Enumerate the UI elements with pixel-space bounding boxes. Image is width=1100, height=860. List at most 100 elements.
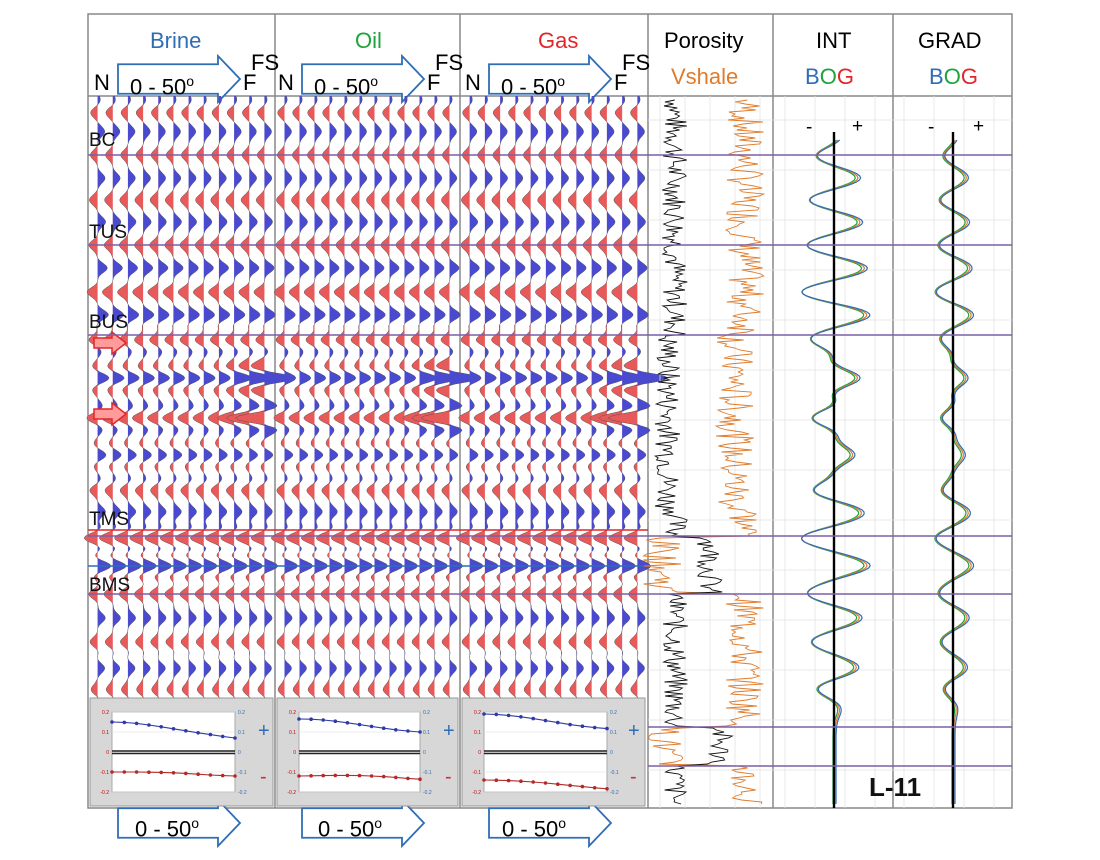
int-plus: + [852, 116, 864, 137]
trace-negative-fill [346, 96, 360, 698]
mini-chart-point [556, 782, 560, 786]
trace-negative-fill [316, 96, 330, 698]
trace-wiggle [216, 95, 253, 699]
trace-wiggle [420, 95, 481, 699]
int-g: G [836, 64, 854, 89]
trace-wiggle [300, 95, 329, 699]
trace-wiggle [345, 95, 374, 699]
trace-positive-fill [449, 96, 480, 698]
horizon-label-bc: BC [89, 130, 116, 151]
trace-wiggle [607, 95, 669, 699]
trace-positive-fill [264, 96, 295, 698]
mini-chart-point [592, 786, 597, 790]
bottom-arrow-gas [488, 797, 613, 849]
int-bog: BOG [805, 66, 854, 88]
mini-chart-point [506, 713, 511, 718]
trace-negative-fill [144, 96, 159, 698]
mini-chart-point [406, 776, 410, 781]
bottom-arrow-brine-text: 0 - 50o [135, 812, 199, 840]
mini-chart-point [506, 778, 511, 783]
mini-chart-point [482, 712, 486, 716]
oil-title-text: Oil [355, 28, 382, 53]
mini-chart-point [220, 773, 225, 778]
mini-chart-point [580, 784, 585, 789]
int-minus: - [806, 117, 813, 138]
mini-chart-point [196, 772, 200, 776]
bottom-arrow-brine-sup: o [191, 815, 200, 831]
porosity-vshale-log [642, 96, 773, 808]
int-title: INT [816, 28, 852, 53]
mini-chart-point [134, 721, 139, 726]
brine-angle-range: 0 - 50o [130, 70, 194, 98]
brine-near-label: N [94, 70, 110, 95]
trace-negative-fill [190, 96, 204, 698]
mini-chart-point [369, 724, 374, 729]
mini-chart-ytick-left: 0 [106, 750, 109, 756]
trace-wiggle [114, 95, 142, 699]
bottom-arrow-oil-text: 0 - 50o [318, 812, 382, 840]
mini-chart-point [196, 731, 200, 735]
mini-chart-point [394, 728, 398, 732]
trace-wiggle [83, 95, 112, 699]
mini-chart-point [418, 777, 422, 781]
mini-chart-point [519, 779, 523, 783]
mini-chart-point [531, 716, 535, 721]
mini-chart-point [580, 724, 585, 728]
gas-fs-label: FS [622, 50, 651, 75]
mini-chart-point [519, 715, 523, 719]
mini-chart-point [184, 729, 188, 733]
trace-wiggle [501, 95, 530, 699]
gas-angle-sup: o [557, 73, 566, 89]
trace-wiggle [225, 95, 274, 699]
oil-fs-label: FS [435, 50, 464, 75]
int-curves [773, 96, 893, 808]
bottom-arrow-oil [301, 797, 426, 849]
gas-mini-minus: - [630, 766, 637, 788]
oil-title: Oil [355, 30, 382, 52]
oil-angle-range: 0 - 50o [314, 70, 378, 98]
horizon-label-bms: BMS [89, 575, 131, 596]
mini-chart-point [171, 727, 176, 731]
trace-negative-fill [271, 96, 285, 698]
mini-chart-ytick-right: 0 [423, 750, 426, 756]
mini-chart-point [494, 712, 499, 717]
brine-fs-label: FS [251, 50, 280, 75]
mini-chart-point [357, 722, 362, 727]
mini-chart-point [543, 781, 548, 785]
mini-chart-point [592, 725, 597, 730]
mini-chart-point [568, 722, 572, 727]
trace-wiggle [270, 95, 299, 699]
mini-chart-ytick-right: -0.1 [423, 770, 432, 776]
avo-mini-chart-gas: 0.2 0.2 0.1 0.1 0 0 -0.1 -0.1 -0.2 -0.2 [461, 697, 646, 807]
trace-wiggle [144, 95, 173, 699]
gas-title: Gas [538, 30, 578, 52]
mini-chart-ytick-right: 0.2 [610, 710, 617, 716]
mini-chart-point [184, 771, 188, 776]
trace-negative-fill [226, 96, 250, 698]
mini-chart-ytick-right: 0.1 [423, 730, 430, 736]
trace-negative-fill [402, 96, 420, 698]
mini-chart-point [381, 726, 386, 730]
mini-chart-ytick-right: -0.1 [238, 770, 247, 776]
trace-wiggle [589, 95, 626, 699]
mini-chart-ytick-right: 0.2 [423, 710, 430, 716]
trace-wiggle [98, 95, 127, 699]
trace-negative-fill [471, 96, 485, 698]
gas-angle-text: 0 - 50 [501, 74, 558, 100]
mini-chart-point [494, 778, 499, 782]
int-b: B [805, 64, 820, 89]
mini-chart-point [418, 730, 422, 734]
mini-chart-ytick-left: 0 [478, 750, 481, 756]
trace-wiggle [486, 95, 515, 699]
mini-chart-point [394, 775, 398, 780]
mini-chart-point [233, 774, 237, 778]
oil-mini-plus: + [443, 720, 455, 742]
grad-plus: + [973, 116, 985, 137]
gas-near-label: N [465, 70, 481, 95]
horizon-label-tus: TUS [89, 222, 127, 243]
oil-mini-minus: - [445, 766, 452, 788]
trace-negative-fill [589, 96, 607, 698]
mini-chart-ytick-left: -0.2 [100, 790, 109, 796]
trace-negative-fill [391, 96, 405, 698]
